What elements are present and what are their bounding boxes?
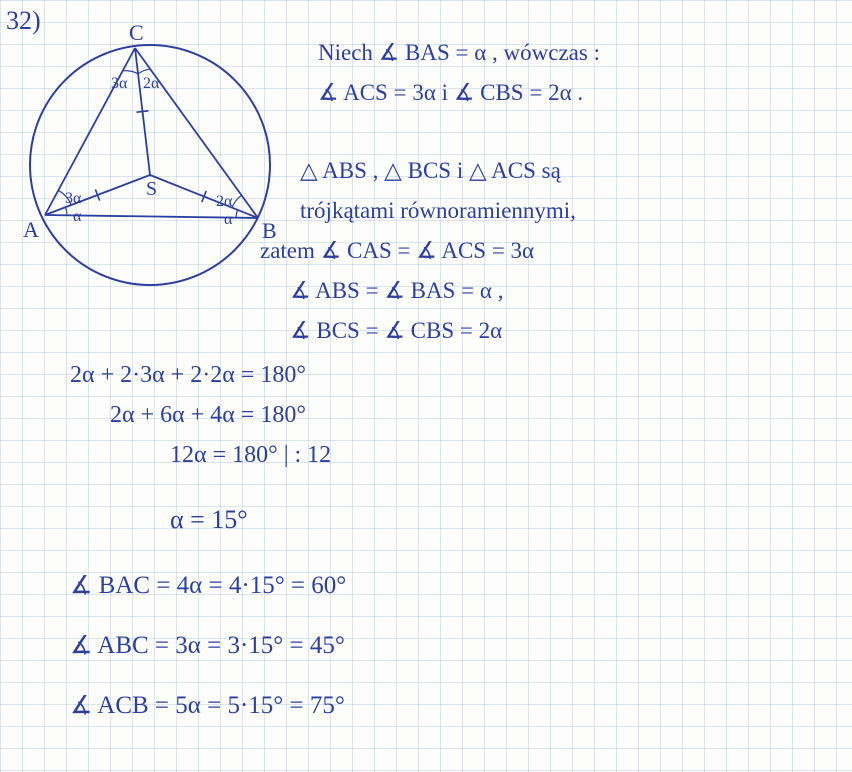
- line-2c: zatem ∡ CAS = ∡ ACS = 3α: [260, 238, 534, 264]
- svg-text:C: C: [129, 20, 144, 45]
- answer-abc: ∡ ABC = 3α = 3·15° = 45°: [70, 630, 345, 660]
- line-1b: ∡ ACS = 3α i ∡ CBS = 2α .: [318, 80, 583, 106]
- svg-text:2α: 2α: [216, 193, 233, 210]
- svg-text:3α: 3α: [111, 75, 128, 92]
- equation-3: 12α = 180° | : 12: [170, 442, 331, 469]
- svg-text:α: α: [73, 208, 82, 225]
- answer-bac: ∡ BAC = 4α = 4·15° = 60°: [70, 570, 346, 600]
- svg-text:S: S: [146, 178, 157, 200]
- line-2a: △ ABS , △ BCS i △ ACS są: [300, 158, 561, 184]
- equation-2: 2α + 6α + 4α = 180°: [110, 402, 306, 429]
- line-2d: ∡ ABS = ∡ BAS = α ,: [290, 278, 503, 304]
- svg-text:A: A: [23, 217, 39, 242]
- line-1a: Niech ∡ BAS = α , wówczas :: [318, 40, 600, 66]
- line-2b: trójkątami równoramiennymi,: [300, 198, 576, 224]
- equation-1: 2α + 2·3α + 2·2α = 180°: [70, 362, 306, 389]
- svg-text:3α: 3α: [65, 190, 82, 207]
- line-2e: ∡ BCS = ∡ CBS = 2α: [290, 318, 502, 344]
- svg-text:2α: 2α: [143, 75, 160, 92]
- answer-acb: ∡ ACB = 5α = 5·15° = 75°: [70, 690, 345, 720]
- alpha-result: α = 15°: [170, 505, 248, 535]
- svg-text:α: α: [224, 211, 233, 228]
